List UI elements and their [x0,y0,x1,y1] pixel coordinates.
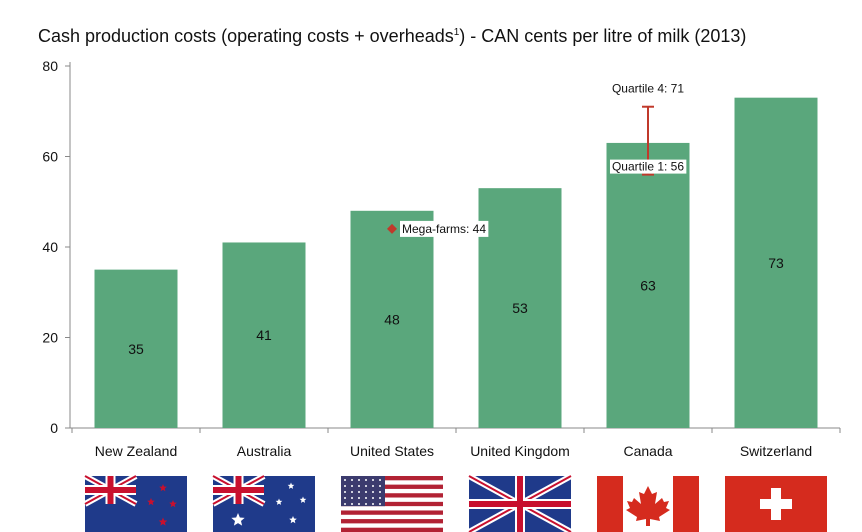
canada-flag [597,476,699,532]
x-category-label: Canada [623,443,672,459]
y-tick-label: 60 [42,149,58,165]
bar [350,210,434,428]
chart-title-main: Cash production costs (operating costs +… [38,26,454,46]
bar-value-label: 73 [768,255,784,271]
bar-value-label: 63 [640,277,656,293]
x-category-label: New Zealand [95,443,178,459]
y-tick-label: 80 [42,58,58,74]
bar [94,269,178,428]
bar [606,142,690,429]
bar-value-label: 48 [384,311,400,327]
y-tick-label: 40 [42,239,58,255]
y-tick-label: 0 [50,420,58,436]
x-category-label: Australia [237,443,292,459]
bar-value-label: 41 [256,327,272,343]
y-tick-label: 20 [42,330,58,346]
new-zealand-flag [83,473,187,532]
quartile-1-label-bg [609,159,687,174]
mega-farms-marker [387,223,397,234]
bar-value-label: 35 [128,341,144,357]
chart-title-footnote-mark: 1 [453,27,460,38]
bar-value-label: 53 [512,300,528,316]
bar [222,242,306,428]
x-category-label: United States [350,443,434,459]
x-category-label: United Kingdom [470,443,570,459]
x-category-label: Switzerland [740,443,812,459]
australia-flag [211,473,315,532]
mega-farms-label: Mega-farms: 44 [402,222,486,236]
united-states-flag [341,476,443,532]
quartile-4-label: Quartile 4: 71 [612,82,684,96]
mega-farms-label-bg [400,220,489,237]
united-kingdom-flag [467,473,573,532]
chart-title: Cash production costs (operating costs +… [38,26,746,47]
bar [734,97,818,429]
bar [478,188,562,428]
chart-title-tail: ) - CAN cents per litre of milk (2013) [459,26,747,46]
quartile-1-label: Quartile 1: 56 [612,160,684,174]
switzerland-flag [725,476,827,532]
